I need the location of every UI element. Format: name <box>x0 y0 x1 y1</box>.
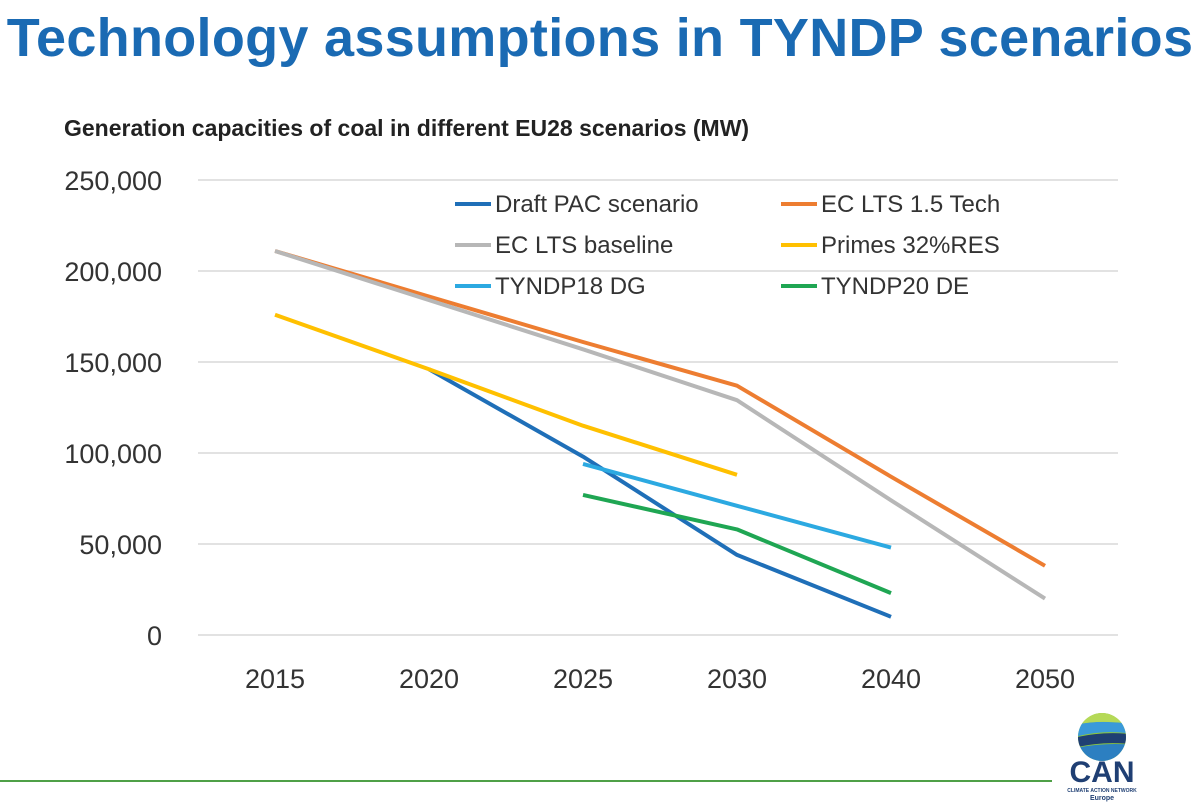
logo-wordmark: CAN <box>1069 756 1135 789</box>
globe-icon <box>1078 713 1126 761</box>
chart-title: Generation capacities of coal in differe… <box>64 115 750 141</box>
series-lines <box>274 249 1047 619</box>
legend-label: Primes 32%RES <box>821 232 1000 259</box>
legend-label: Draft PAC scenario <box>495 191 699 218</box>
legend-label: TYNDP20 DE <box>821 273 969 300</box>
x-tick-label: 2020 <box>399 664 459 694</box>
legend-label: EC LTS 1.5 Tech <box>821 191 1000 218</box>
legend-label: TYNDP18 DG <box>495 273 646 300</box>
y-tick-label: 50,000 <box>79 530 162 560</box>
y-tick-label: 200,000 <box>64 257 162 287</box>
x-tick-label: 2040 <box>861 664 921 694</box>
x-axis-ticks: 2015 2020 2025 2030 2040 2050 <box>245 664 1075 694</box>
logo-region: Europe <box>1089 795 1115 802</box>
y-tick-label: 150,000 <box>64 348 162 378</box>
series-line-0 <box>428 367 892 619</box>
slide-title: Technology assumptions in TYNDP scenario… <box>6 8 1194 68</box>
x-tick-label: 2015 <box>245 664 305 694</box>
series-line-5 <box>582 492 892 595</box>
series-line-1 <box>274 249 1047 568</box>
y-tick-label: 0 <box>147 621 162 651</box>
legend: Draft PAC scenario EC LTS 1.5 Tech EC LTS … <box>455 191 1000 300</box>
series-line-4 <box>582 461 892 550</box>
x-tick-label: 2025 <box>553 664 613 694</box>
series-line-2 <box>274 249 1047 601</box>
y-tick-label: 250,000 <box>64 166 162 196</box>
x-tick-label: 2030 <box>707 664 767 694</box>
series-line-3 <box>274 312 738 477</box>
logo-subtitle: CLIMATE ACTION NETWORK <box>1067 788 1137 794</box>
gridlines <box>198 179 1118 636</box>
x-tick-label: 2050 <box>1015 664 1075 694</box>
y-axis-ticks: 0 50,000 100,000 150,000 200,000 250,000 <box>64 166 162 651</box>
footer-divider <box>0 780 1052 782</box>
legend-label: EC LTS baseline <box>495 232 673 259</box>
y-tick-label: 100,000 <box>64 439 162 469</box>
can-europe-logo: CAN CLIMATE ACTION NETWORK Europe <box>1060 712 1144 808</box>
